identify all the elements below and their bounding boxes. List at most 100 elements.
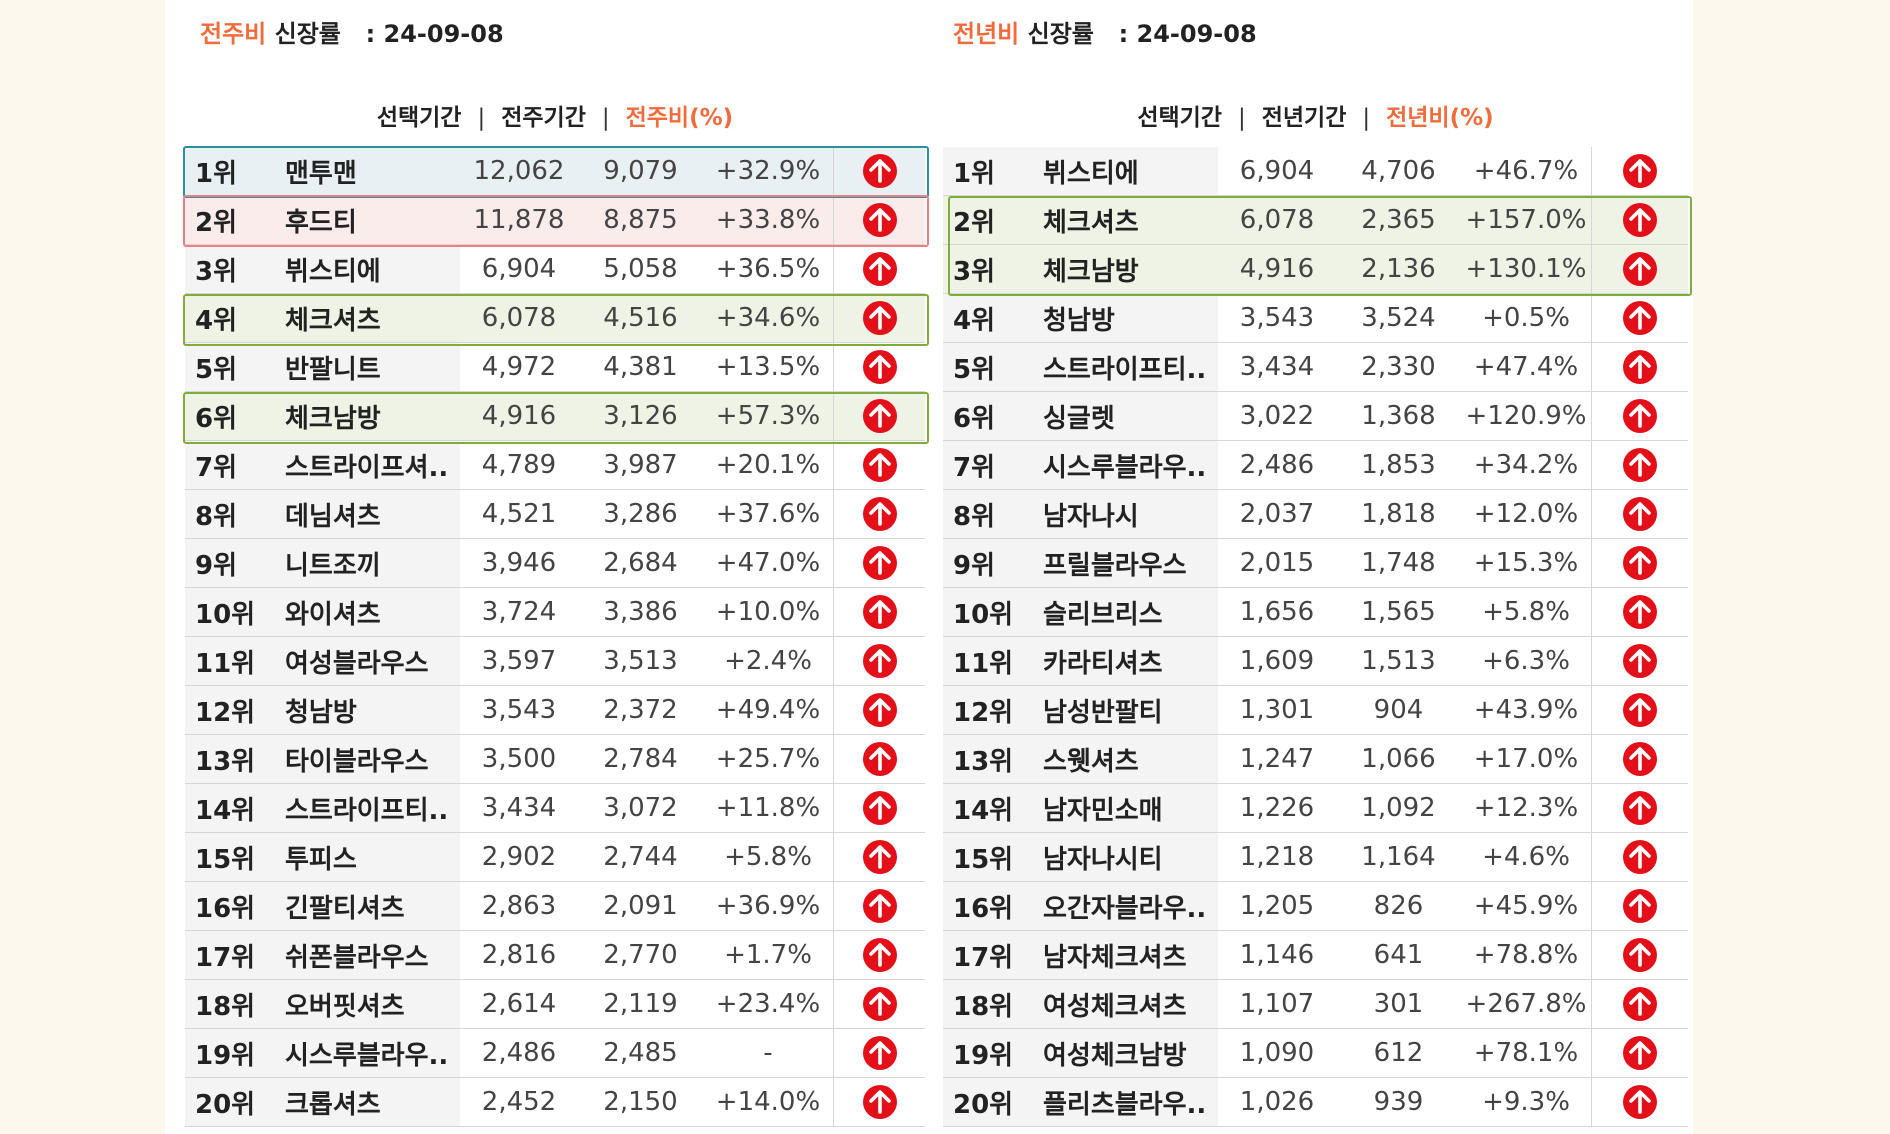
trend-icon-cell[interactable] xyxy=(833,293,925,343)
col-ratio: 전주비(%) xyxy=(625,105,734,131)
keyword-name-cell: 타이블라우스 xyxy=(285,734,460,784)
col-selected-period: 선택기간 xyxy=(376,105,462,131)
arrow-up-circle-icon xyxy=(862,448,897,482)
rank-cell: 9위 xyxy=(943,538,1043,588)
trend-icon-cell[interactable] xyxy=(1591,1028,1688,1078)
selected-period-value: 1,107 xyxy=(1218,979,1336,1029)
trend-icon-cell[interactable] xyxy=(833,440,925,490)
rank-cell: 14위 xyxy=(943,783,1043,833)
table-row: 3위 체크남방 4,916 2,136 +130.1% xyxy=(943,244,1688,294)
table-row: 19위 시스루블라우.. 2,486 2,485- xyxy=(185,1028,925,1078)
trend-icon-cell[interactable] xyxy=(1591,538,1688,588)
trend-icon-cell[interactable] xyxy=(833,734,925,784)
trend-icon-cell[interactable] xyxy=(833,244,925,294)
growth-ratio-value: +10.0% xyxy=(703,587,834,637)
keyword-name-cell: 뷔스티에 xyxy=(1043,147,1218,196)
arrow-up-circle-icon xyxy=(862,889,897,923)
trend-icon-cell[interactable] xyxy=(833,489,925,539)
trend-icon-cell[interactable] xyxy=(1591,1077,1688,1127)
selected-period-value: 6,904 xyxy=(460,244,578,294)
keyword-name-cell: 스웻셔츠 xyxy=(1043,734,1218,784)
trend-icon-cell[interactable] xyxy=(1591,832,1688,882)
trend-icon-cell[interactable] xyxy=(1591,391,1688,441)
selected-period-value: 1,247 xyxy=(1218,734,1336,784)
rank-cell: 12위 xyxy=(185,685,285,735)
trend-icon-cell[interactable] xyxy=(833,685,925,735)
trend-icon-cell[interactable] xyxy=(833,538,925,588)
growth-ratio-value: +37.6% xyxy=(703,489,834,539)
rank-cell: 5위 xyxy=(943,342,1043,392)
trend-icon-cell[interactable] xyxy=(833,783,925,833)
trend-icon-cell[interactable] xyxy=(833,1077,925,1127)
rank-cell: 10위 xyxy=(943,587,1043,637)
trend-icon-cell[interactable] xyxy=(833,881,925,931)
keyword-name-cell: 청남방 xyxy=(1043,293,1218,343)
previous-period-value: 3,286 xyxy=(578,489,703,539)
keyword-name-cell: 오간자블라우.. xyxy=(1043,881,1218,931)
keyword-name-cell: 시스루블라우.. xyxy=(285,1028,460,1078)
trend-icon-cell[interactable] xyxy=(833,979,925,1029)
trend-icon-cell[interactable] xyxy=(1591,979,1688,1029)
trend-icon-cell[interactable] xyxy=(833,832,925,882)
keyword-name-cell: 투피스 xyxy=(285,832,460,882)
trend-icon-cell[interactable] xyxy=(833,1028,925,1078)
selected-period-value: 6,904 xyxy=(1218,147,1336,196)
trend-icon-cell[interactable] xyxy=(833,147,925,196)
trend-icon-cell[interactable] xyxy=(1591,147,1688,196)
selected-period-value: 3,500 xyxy=(460,734,578,784)
keyword-name-cell: 슬리브리스 xyxy=(1043,587,1218,637)
trend-icon-cell[interactable] xyxy=(1591,685,1688,735)
keyword-name-cell: 카라티셔츠 xyxy=(1043,636,1218,686)
selected-period-value: 2,015 xyxy=(1218,538,1336,588)
previous-period-value: 301 xyxy=(1336,979,1461,1029)
previous-period-value: 3,524 xyxy=(1336,293,1461,343)
growth-ratio-value: +11.8% xyxy=(703,783,834,833)
trend-icon-cell[interactable] xyxy=(1591,293,1688,343)
trend-icon-cell[interactable] xyxy=(1591,440,1688,490)
growth-ratio-value: +45.9% xyxy=(1461,881,1592,931)
rank-cell: 18위 xyxy=(943,979,1043,1029)
trend-icon-cell[interactable] xyxy=(1591,195,1688,245)
trend-icon-cell[interactable] xyxy=(1591,587,1688,637)
keyword-name-cell: 남자나시티 xyxy=(1043,832,1218,882)
trend-icon-cell[interactable] xyxy=(1591,244,1688,294)
previous-period-value: 641 xyxy=(1336,930,1461,980)
previous-period-value: 904 xyxy=(1336,685,1461,735)
arrow-up-circle-icon xyxy=(862,987,897,1021)
rank-cell: 4위 xyxy=(185,293,285,343)
previous-period-value: 9,079 xyxy=(578,147,703,196)
rank-cell: 13위 xyxy=(943,734,1043,784)
trend-icon-cell[interactable] xyxy=(833,195,925,245)
arrow-up-circle-icon xyxy=(1623,987,1657,1021)
trend-icon-cell[interactable] xyxy=(1591,734,1688,784)
trend-icon-cell[interactable] xyxy=(1591,783,1688,833)
selected-period-value: 2,614 xyxy=(460,979,578,1029)
arrow-up-circle-icon xyxy=(1623,154,1657,188)
yearly-title-label: 신장률 xyxy=(1027,20,1094,48)
selected-period-value: 4,521 xyxy=(460,489,578,539)
trend-icon-cell[interactable] xyxy=(1591,636,1688,686)
selected-period-value: 2,486 xyxy=(460,1028,578,1078)
rank-cell: 6위 xyxy=(185,391,285,441)
trend-icon-cell[interactable] xyxy=(1591,881,1688,931)
arrow-up-circle-icon xyxy=(1623,350,1657,384)
growth-ratio-value: +32.9% xyxy=(703,147,834,196)
trend-icon-cell[interactable] xyxy=(833,391,925,441)
arrow-up-circle-icon xyxy=(862,399,897,433)
trend-icon-cell[interactable] xyxy=(833,587,925,637)
trend-icon-cell[interactable] xyxy=(833,636,925,686)
selected-period-value: 3,724 xyxy=(460,587,578,637)
selected-period-value: 6,078 xyxy=(1218,195,1336,245)
trend-icon-cell[interactable] xyxy=(833,930,925,980)
growth-ratio-value: +47.4% xyxy=(1461,342,1592,392)
arrow-up-circle-icon xyxy=(1623,595,1657,629)
previous-period-value: 1,066 xyxy=(1336,734,1461,784)
trend-icon-cell[interactable] xyxy=(833,342,925,392)
trend-icon-cell[interactable] xyxy=(1591,489,1688,539)
trend-icon-cell[interactable] xyxy=(1591,930,1688,980)
weekly-title-accent: 전주비 xyxy=(200,20,267,48)
growth-ratio-value: +34.6% xyxy=(703,293,834,343)
selected-period-value: 3,434 xyxy=(1218,342,1336,392)
trend-icon-cell[interactable] xyxy=(1591,342,1688,392)
arrow-up-circle-icon xyxy=(1623,448,1657,482)
